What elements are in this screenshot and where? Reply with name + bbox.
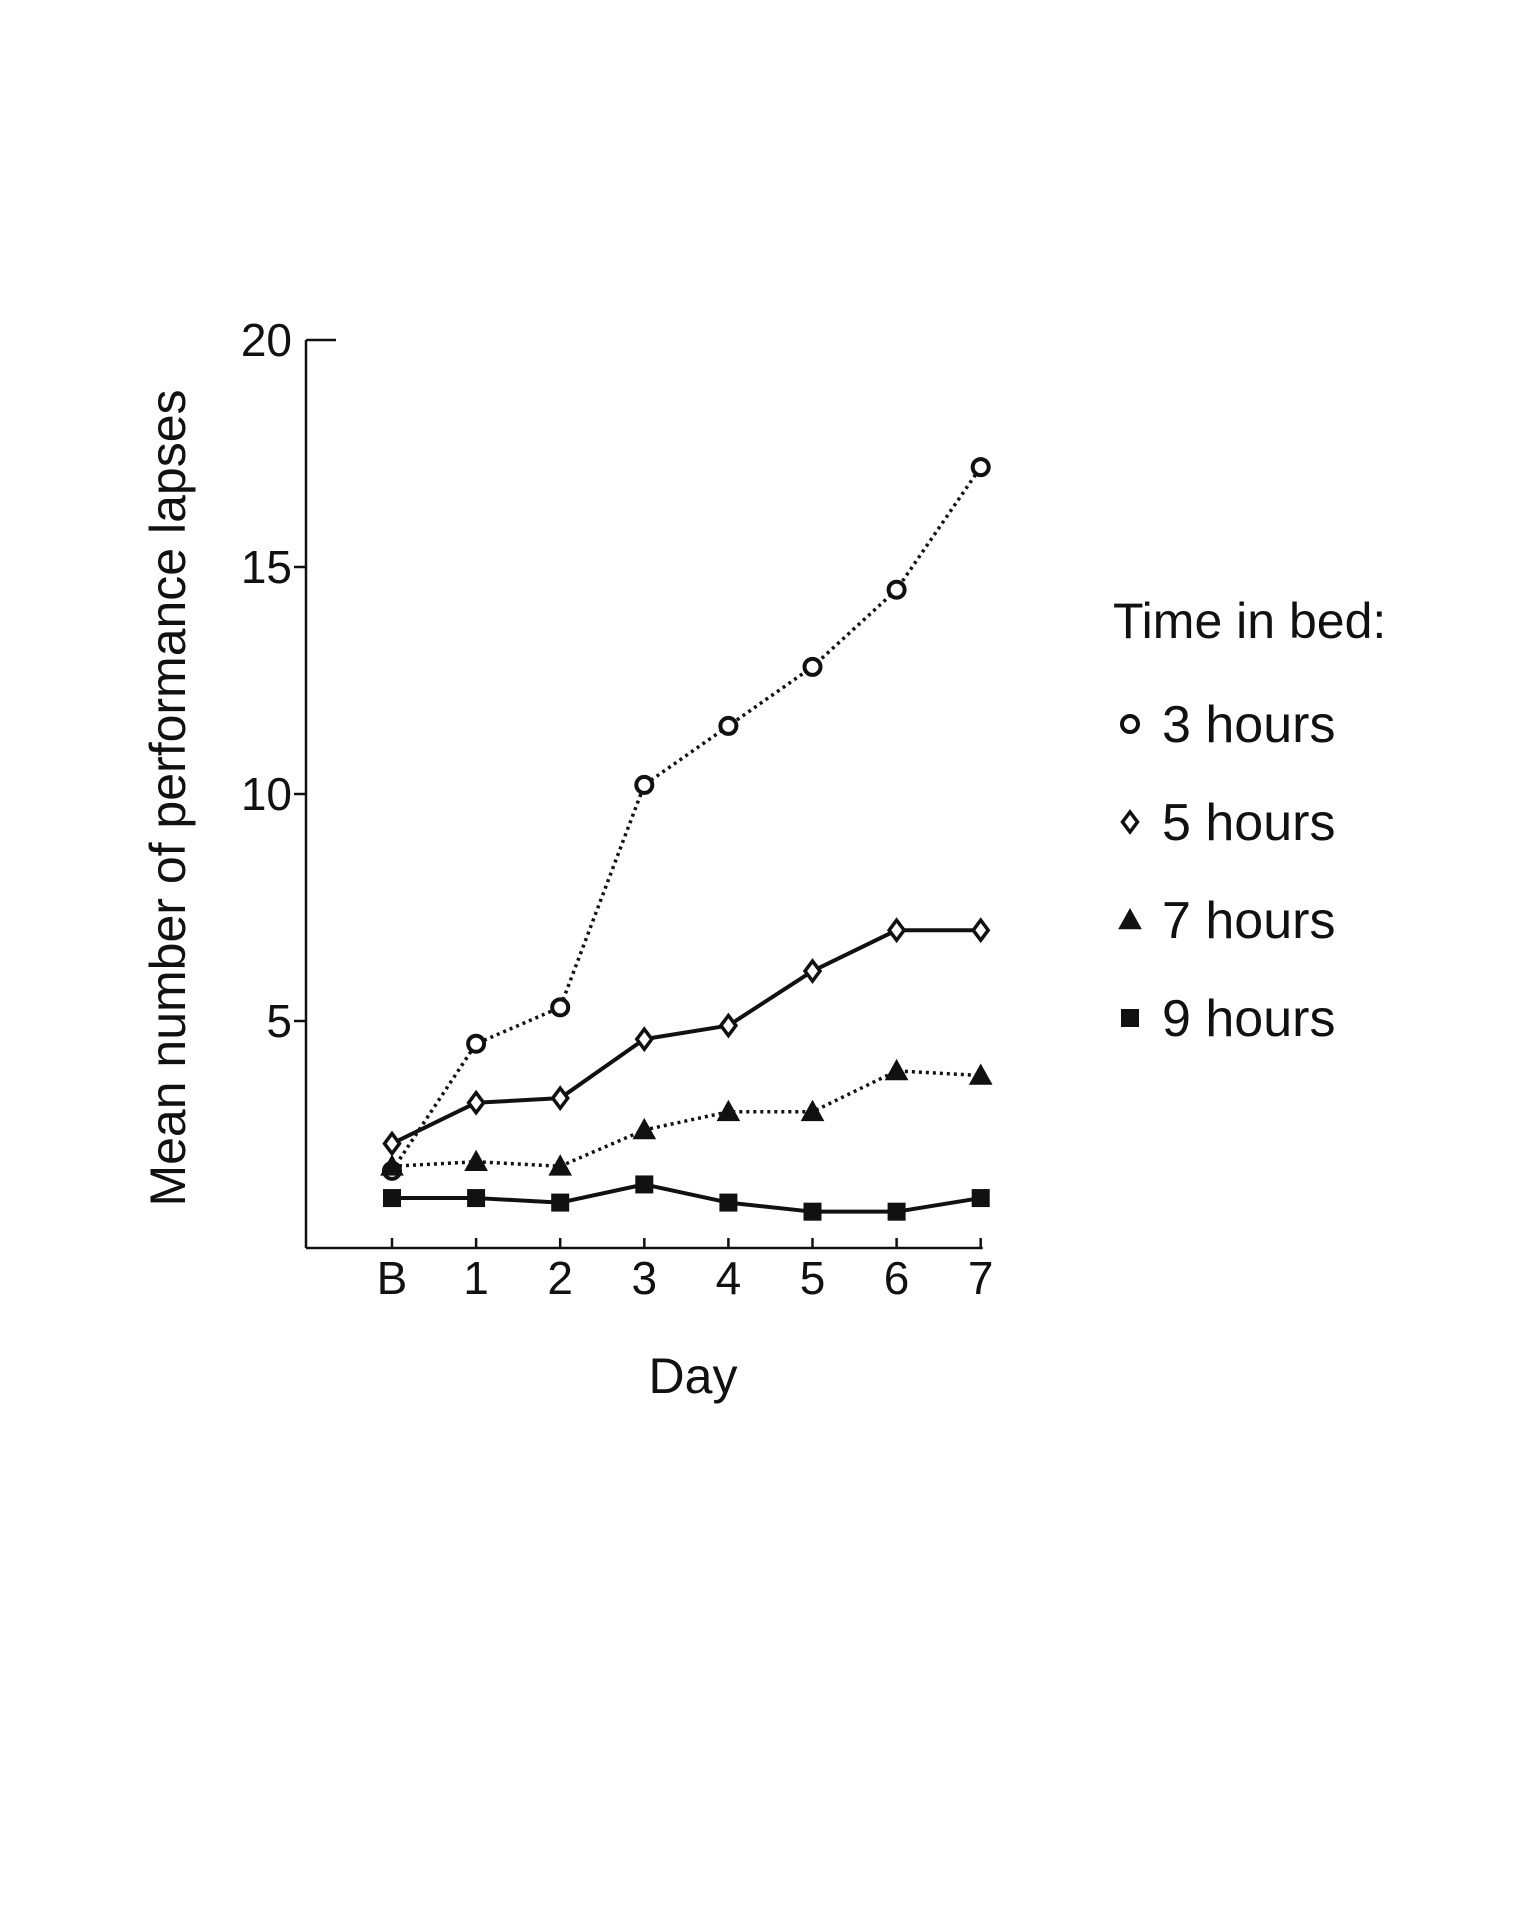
legend-label: 3 hours [1162,696,1335,754]
y-tick-label: 20 [241,314,292,366]
legend-marker-triangle [1118,907,1142,930]
data-point-circle [970,457,991,478]
data-point-diamond [634,1026,654,1053]
x-tick-label: 3 [632,1252,658,1304]
data-point-triangle [632,1117,657,1140]
series-9-hours [383,1175,990,1221]
data-point-triangle [464,1149,488,1172]
legend-label: 9 hours [1162,990,1335,1048]
y-tick-label: 15 [241,541,292,593]
series-line [391,928,981,1146]
data-point-triangle [716,1099,741,1122]
legend-label: 5 hours [1162,794,1335,852]
series-line [390,466,983,1172]
x-tick-label: 1 [463,1252,489,1304]
data-point-diamond [550,1085,570,1112]
x-tick-label: 6 [884,1252,910,1304]
data-point-square [887,1202,906,1221]
legend-item: 5 hours [1120,794,1335,852]
legend-marker-diamond [1120,809,1140,835]
legend-marker-circle [1120,714,1140,734]
legend-item: 3 hours [1120,696,1335,754]
x-tick-label: B [377,1252,408,1304]
series-5-hours [382,917,991,1157]
x-tick-label: 4 [716,1252,742,1304]
series-3-hours [382,457,991,1181]
data-point-circle [466,1033,487,1054]
data-point-square [467,1189,486,1208]
data-point-triangle [800,1099,825,1122]
data-point-circle [634,774,655,795]
data-point-triangle [884,1058,909,1081]
data-point-square [383,1189,401,1208]
data-point-triangle [380,1154,404,1176]
x-tick-label: 5 [800,1252,826,1304]
legend-item: 9 hours [1121,990,1335,1048]
x-axis-label: Day [649,1348,738,1404]
axes: 5 10 15 20 B 1 2 3 4 5 6 7 [241,314,994,1304]
data-point-square [635,1175,654,1194]
legend: Time in bed: 3 hours 5 hours 7 hours 9 hour… [1113,593,1386,1048]
data-point-diamond [466,1089,486,1116]
data-point-square [803,1202,822,1221]
data-point-square [551,1193,570,1212]
series-7-hours [380,1058,993,1176]
data-point-circle [550,997,571,1018]
data-point-triangle [968,1063,993,1085]
data-point-diamond [802,958,823,984]
x-tick-label: 2 [547,1252,573,1304]
y-axis-label: Mean number of performance lapses [140,389,196,1206]
data-point-diamond [718,1012,739,1039]
series-line [391,1069,981,1169]
data-point-triangle [548,1154,573,1176]
x-tick-label: 7 [968,1252,994,1304]
data-point-diamond [971,917,991,944]
legend-marker-square [1121,1009,1139,1027]
data-point-square [719,1193,738,1212]
data-point-circle [886,579,907,600]
series-line [392,1182,982,1214]
legend-item: 7 hours [1118,892,1335,950]
data-point-square [971,1189,990,1208]
data-point-circle [802,656,823,677]
legend-label: 7 hours [1162,892,1335,950]
legend-title: Time in bed: [1113,593,1386,649]
series-layer [380,457,993,1221]
data-point-diamond [382,1130,402,1157]
y-tick-label: 10 [241,768,292,820]
data-point-diamond [886,917,907,944]
data-point-circle [718,715,739,736]
y-tick-label: 5 [266,995,292,1047]
